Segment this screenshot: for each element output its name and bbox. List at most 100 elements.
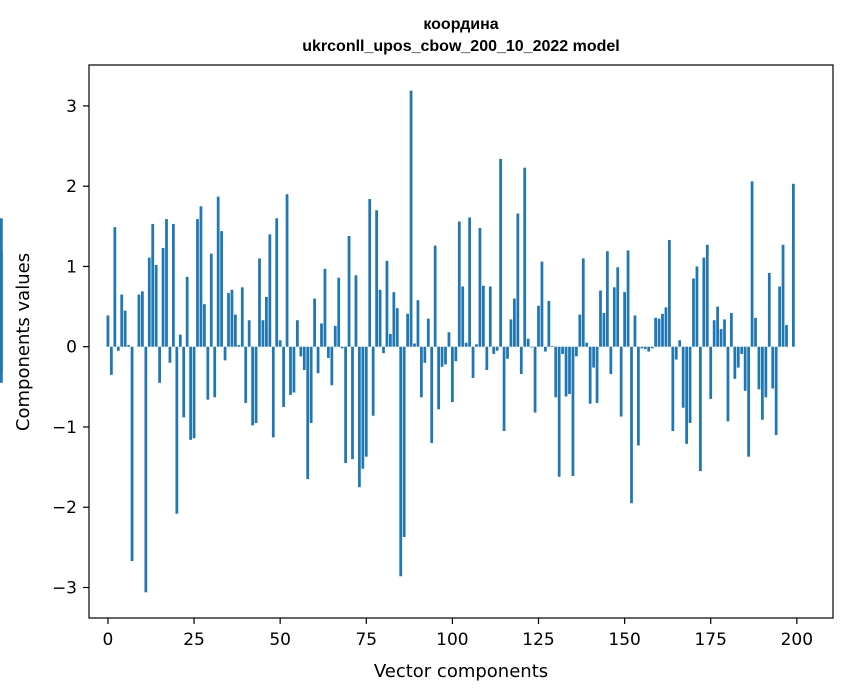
- bar: [137, 294, 141, 347]
- bar: [344, 346, 347, 464]
- bar: [340, 346, 344, 349]
- bar: [785, 325, 788, 347]
- bar: [637, 346, 640, 446]
- bar: [750, 181, 754, 347]
- bar: [688, 346, 692, 423]
- bar: [192, 346, 196, 439]
- bar: [485, 346, 489, 370]
- bar: [592, 346, 595, 368]
- bar: [182, 346, 186, 418]
- bar: [692, 278, 695, 347]
- bar: [705, 244, 709, 347]
- bar: [306, 346, 310, 480]
- bar: [740, 346, 744, 354]
- bar: [402, 346, 406, 537]
- bar: [499, 158, 502, 347]
- x-tick-label: 100: [436, 630, 468, 650]
- bar: [747, 346, 750, 457]
- bar: [227, 292, 230, 347]
- bar: [623, 292, 626, 347]
- bar: [240, 287, 244, 347]
- bar: [161, 248, 165, 347]
- bar: [168, 346, 172, 363]
- bar: [251, 346, 254, 426]
- y-tick-label: 0: [66, 338, 77, 358]
- bar: [733, 346, 737, 379]
- bar: [606, 251, 609, 347]
- y-tick-label: −3: [52, 579, 77, 599]
- bar: [275, 218, 279, 347]
- bar: [547, 300, 551, 347]
- bar: [282, 346, 285, 407]
- bar: [268, 234, 272, 347]
- bar: [327, 346, 330, 358]
- bar: [271, 346, 275, 438]
- bar: [626, 250, 630, 347]
- bar: [616, 267, 620, 347]
- bar: [792, 183, 795, 347]
- bar: [716, 306, 719, 347]
- bar: [709, 346, 713, 399]
- y-tick-label: 2: [66, 177, 77, 197]
- bar: [561, 346, 564, 354]
- x-tick-label: 125: [522, 630, 554, 650]
- x-tick-label: 0: [103, 630, 114, 650]
- bar: [358, 346, 361, 488]
- bar: [516, 213, 520, 347]
- bar: [461, 286, 465, 347]
- bar: [216, 196, 220, 347]
- bar: [320, 323, 323, 347]
- bar: [234, 314, 237, 347]
- x-tick-label: 175: [694, 630, 726, 650]
- bar: [261, 320, 265, 347]
- bar: [719, 329, 723, 347]
- bar: [203, 304, 206, 347]
- bar: [557, 346, 561, 477]
- bar: [337, 277, 341, 347]
- bar: [447, 332, 451, 347]
- bar: [361, 346, 365, 469]
- bar: [457, 221, 461, 347]
- bar: [178, 334, 182, 347]
- bar: [409, 90, 413, 347]
- bar: [0, 346, 3, 371]
- chart-title-line1: координа: [423, 16, 498, 33]
- bar: [771, 346, 775, 389]
- bar: [185, 276, 189, 347]
- bar: [478, 227, 482, 347]
- bar: [757, 346, 761, 390]
- bar: [426, 318, 430, 347]
- bar: [530, 346, 533, 348]
- bar: [395, 308, 399, 347]
- bar: [585, 342, 589, 347]
- bar: [258, 258, 261, 347]
- bar: [640, 346, 644, 349]
- x-tick-label: 150: [608, 630, 640, 650]
- bar: [568, 346, 571, 395]
- bar: [175, 346, 179, 514]
- bar: [657, 318, 661, 347]
- bar: [113, 227, 117, 347]
- bar: [599, 290, 602, 347]
- bar: [110, 346, 113, 375]
- bar: [533, 346, 537, 413]
- bar: [475, 344, 478, 347]
- bar: [506, 346, 509, 359]
- bar: [151, 223, 155, 347]
- bar: [406, 313, 409, 347]
- bar: [0, 252, 3, 347]
- bar: [702, 257, 706, 347]
- bar: [695, 266, 699, 347]
- bar: [712, 320, 716, 347]
- bar: [265, 296, 268, 347]
- bar: [278, 340, 282, 347]
- bar: [468, 217, 471, 347]
- bar: [668, 239, 671, 347]
- bar: [378, 289, 382, 347]
- bar: [116, 346, 120, 351]
- bar: [774, 346, 778, 436]
- bar: [368, 199, 372, 347]
- bar: [482, 285, 485, 347]
- bar: [630, 346, 633, 504]
- bar: [302, 346, 306, 370]
